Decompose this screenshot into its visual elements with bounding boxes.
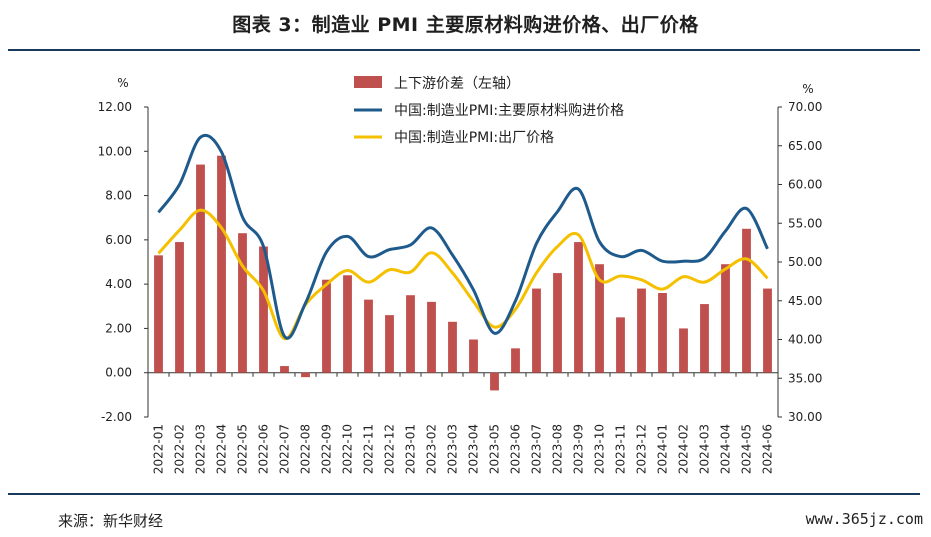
legend-swatch-bar	[354, 76, 382, 88]
bar-spread	[343, 275, 352, 373]
x-tick-label: 2022-07	[278, 424, 292, 474]
x-tick-label: 2022-12	[383, 424, 397, 474]
left-tick-label: 12.00	[98, 100, 132, 114]
line-input-price	[157, 133, 769, 340]
x-tick-label: 2023-06	[509, 424, 523, 474]
x-tick-label: 2022-01	[152, 424, 166, 474]
x-tick-label: 2022-05	[236, 424, 250, 474]
line-output-price	[157, 208, 769, 341]
bar-spread	[301, 372, 310, 378]
right-tick-label: 50.00	[788, 255, 822, 269]
bar-spread	[679, 328, 688, 373]
x-tick-label: 2024-03	[698, 424, 712, 474]
x-tick-label: 2023-09	[572, 424, 586, 474]
legend-label-bar: 上下游价差（左轴）	[394, 76, 520, 92]
x-tick-label: 2024-06	[761, 424, 775, 474]
right-tick-label: 70.00	[788, 100, 822, 114]
right-tick-label: 45.00	[788, 294, 822, 308]
left-axis-unit: %	[117, 76, 128, 90]
bar-spread	[217, 155, 226, 373]
bar-spread	[364, 299, 373, 373]
bar-spread	[427, 301, 436, 373]
bar-spread	[448, 321, 457, 373]
left-tick-label: 8.00	[105, 189, 132, 203]
legend-label-input: 中国:制造业PMI:主要原材料购进价格	[394, 103, 624, 119]
bar-spread	[553, 273, 562, 373]
bar-spread	[259, 246, 268, 373]
x-tick-label: 2023-08	[551, 424, 565, 474]
right-tick-label: 60.00	[788, 178, 822, 192]
bar-spread	[238, 233, 247, 373]
bar-spread	[175, 242, 184, 373]
x-tick-label: 2022-02	[173, 424, 187, 474]
x-tick-label: 2023-11	[614, 424, 628, 474]
bar-spread	[490, 372, 499, 391]
right-tick-label: 65.00	[788, 139, 822, 153]
x-tick-label: 2024-05	[740, 424, 754, 474]
x-tick-label: 2023-12	[635, 424, 649, 474]
left-tick-label: 6.00	[105, 233, 132, 247]
x-tick-label: 2023-03	[446, 424, 460, 474]
bar-spread	[616, 317, 625, 373]
legend-label-output: 中国:制造业PMI:出厂价格	[394, 130, 554, 146]
left-tick-label: 2.00	[105, 321, 132, 335]
bar-spread	[574, 242, 583, 373]
bar-spread	[280, 366, 289, 373]
bar-spread	[742, 228, 751, 373]
bar-spread	[196, 164, 205, 373]
top-rule	[8, 49, 920, 51]
x-tick-label: 2023-04	[467, 424, 481, 474]
x-tick-label: 2024-02	[677, 424, 691, 474]
x-tick-label: 2022-11	[362, 424, 376, 474]
bar-spread	[637, 288, 646, 373]
left-tick-label: -2.00	[101, 410, 132, 424]
x-tick-label: 2024-04	[719, 424, 733, 474]
x-tick-label: 2024-01	[656, 424, 670, 474]
bar-spread	[511, 348, 520, 373]
right-tick-label: 35.00	[788, 371, 822, 385]
bar-spread	[763, 288, 772, 373]
bar-spread	[385, 315, 394, 373]
x-tick-label: 2022-09	[320, 424, 334, 474]
chart: -2.00 0.00 2.00 4.00 6.00 8.00 10.00 12.00% 30.0…	[98, 76, 822, 474]
bar-spread	[469, 339, 478, 373]
left-tick-label: 4.00	[105, 277, 132, 291]
watermark: www.365jz.com	[805, 510, 923, 528]
right-tick-label: 55.00	[788, 216, 822, 230]
bar-spread	[322, 279, 331, 373]
x-tick-label: 2022-10	[341, 424, 355, 474]
bar-spread	[406, 295, 415, 373]
x-tick-label: 2022-06	[257, 424, 271, 474]
x-tick-label: 2023-01	[404, 424, 418, 474]
left-tick-label: 10.00	[98, 144, 132, 158]
right-tick-label: 40.00	[788, 333, 822, 347]
left-tick-label: 0.00	[105, 366, 132, 380]
right-tick-label: 30.00	[788, 410, 822, 424]
x-tick-label: 2023-07	[530, 424, 544, 474]
bottom-rule	[8, 493, 920, 495]
bar-spread	[658, 293, 667, 373]
x-tick-label: 2022-03	[194, 424, 208, 474]
x-tick-label: 2022-08	[299, 424, 313, 474]
x-tick-label: 2022-04	[215, 424, 229, 474]
x-tick-label: 2023-02	[425, 424, 439, 474]
right-axis-unit: %	[802, 82, 813, 96]
figure-title: 图表 3：制造业 PMI 主要原材料购进价格、出厂价格	[232, 14, 699, 36]
x-tick-label: 2023-10	[593, 424, 607, 474]
bar-spread	[154, 255, 163, 373]
bar-spread	[721, 264, 730, 373]
x-tick-label: 2023-05	[488, 424, 502, 474]
bar-spread	[595, 264, 604, 373]
bar-spread	[700, 304, 709, 373]
bar-spread	[532, 288, 541, 373]
source-note: 来源：新华财经	[58, 512, 164, 530]
